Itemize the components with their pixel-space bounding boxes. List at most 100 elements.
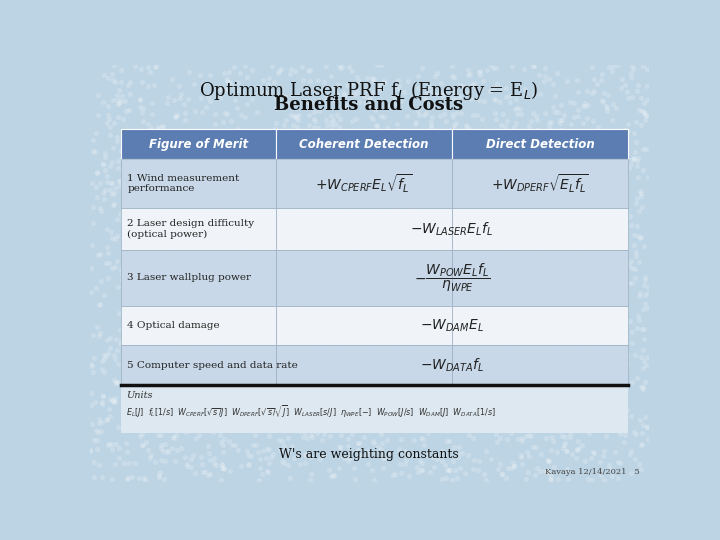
- Point: [220, 262, 232, 271]
- Point: [292, 115, 304, 124]
- Point: [157, 219, 168, 228]
- Point: [403, 333, 415, 342]
- Point: [497, 421, 508, 430]
- Point: [490, 409, 501, 418]
- Point: [535, 449, 546, 458]
- Point: [312, 178, 324, 187]
- Point: [564, 433, 576, 442]
- Point: [439, 228, 451, 237]
- Point: [95, 276, 107, 285]
- Point: [465, 94, 477, 103]
- Point: [174, 347, 186, 355]
- Point: [214, 249, 225, 258]
- Point: [256, 141, 267, 150]
- Point: [628, 154, 639, 163]
- Point: [362, 146, 374, 155]
- Point: [116, 92, 127, 100]
- Point: [181, 162, 192, 171]
- Text: 2 Laser design difficulty
(optical power): 2 Laser design difficulty (optical power…: [127, 219, 254, 239]
- Point: [516, 311, 528, 320]
- Point: [214, 94, 225, 103]
- Point: [431, 161, 443, 170]
- Point: [310, 264, 322, 273]
- Point: [626, 69, 637, 77]
- Point: [368, 75, 379, 83]
- Point: [559, 313, 570, 321]
- Point: [353, 439, 364, 448]
- Point: [426, 98, 437, 107]
- Point: [337, 243, 348, 252]
- Point: [87, 202, 99, 211]
- Point: [112, 360, 124, 368]
- Point: [137, 441, 148, 450]
- Point: [492, 131, 504, 140]
- Point: [426, 375, 438, 384]
- Point: [443, 220, 454, 229]
- Point: [238, 342, 250, 351]
- Point: [597, 129, 608, 138]
- Point: [153, 471, 165, 480]
- Point: [381, 101, 392, 110]
- Point: [464, 219, 475, 227]
- Point: [528, 90, 540, 99]
- Point: [517, 350, 528, 359]
- Point: [303, 362, 315, 370]
- Point: [611, 61, 623, 70]
- Point: [630, 252, 642, 260]
- Point: [222, 173, 234, 181]
- Point: [630, 137, 642, 146]
- Point: [225, 117, 237, 126]
- Point: [286, 442, 297, 450]
- Point: [426, 112, 438, 121]
- Point: [544, 119, 555, 127]
- Point: [509, 231, 521, 240]
- Point: [599, 355, 611, 363]
- Point: [581, 346, 593, 355]
- Point: [442, 408, 454, 416]
- Point: [447, 113, 459, 122]
- Point: [449, 340, 461, 349]
- Point: [546, 145, 557, 154]
- Point: [325, 259, 336, 268]
- Point: [159, 306, 171, 315]
- Point: [89, 472, 100, 481]
- Point: [423, 336, 434, 345]
- Point: [371, 248, 382, 256]
- Point: [202, 349, 214, 357]
- Point: [373, 83, 384, 91]
- Point: [590, 260, 601, 269]
- Point: [179, 379, 190, 387]
- Point: [102, 414, 113, 423]
- Point: [122, 474, 133, 482]
- Point: [297, 278, 308, 286]
- Point: [502, 246, 513, 254]
- Point: [308, 353, 320, 361]
- Point: [500, 327, 511, 335]
- Point: [222, 174, 233, 183]
- Point: [227, 181, 238, 190]
- Point: [415, 242, 426, 251]
- Point: [323, 363, 335, 372]
- Point: [254, 296, 266, 305]
- Point: [455, 151, 467, 159]
- Point: [341, 267, 353, 276]
- Point: [160, 424, 171, 433]
- Point: [500, 84, 511, 92]
- Point: [168, 342, 179, 350]
- Point: [558, 344, 570, 353]
- Point: [545, 476, 557, 484]
- Point: [256, 199, 267, 207]
- Point: [103, 74, 114, 83]
- Point: [228, 399, 240, 407]
- Point: [608, 135, 620, 144]
- Point: [235, 263, 247, 272]
- Point: [125, 281, 136, 289]
- Point: [446, 72, 458, 80]
- Point: [460, 376, 472, 385]
- Point: [424, 166, 436, 175]
- Point: [548, 185, 559, 194]
- Point: [240, 246, 251, 255]
- Point: [111, 377, 122, 386]
- Point: [409, 266, 420, 275]
- Point: [481, 289, 492, 298]
